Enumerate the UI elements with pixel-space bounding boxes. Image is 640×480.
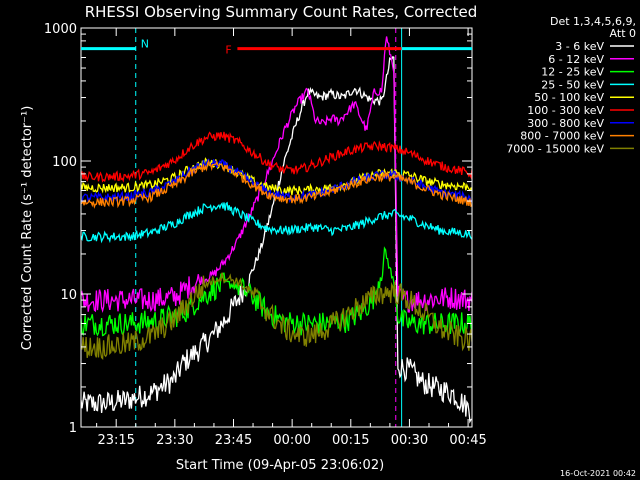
x-tick-label: 23:15 xyxy=(97,433,134,448)
x-tick-label: 23:45 xyxy=(215,433,252,448)
annotation-label: F xyxy=(225,44,231,57)
x-tick-label: 00:30 xyxy=(391,433,428,448)
series-line xyxy=(81,272,472,360)
x-tick-label: 00:45 xyxy=(449,433,486,448)
y-tick-label: 1 xyxy=(69,421,77,436)
y-tick-label: 1000 xyxy=(44,22,77,37)
footer-timestamp: 16-Oct-2021 00:42 xyxy=(560,469,636,478)
legend-label: 7000 - 15000 keV xyxy=(506,142,604,155)
legend-header: Det 1,3,4,5,6,9, xyxy=(550,15,636,28)
series-line xyxy=(81,159,472,209)
legend-label: 6 - 12 keV xyxy=(548,53,604,66)
y-tick-label: 100 xyxy=(52,155,77,170)
x-tick-label: 00:15 xyxy=(332,433,369,448)
series-line xyxy=(81,131,472,183)
legend-label: 300 - 800 keV xyxy=(527,117,604,130)
y-tick-label: 10 xyxy=(60,288,77,303)
x-tick-label: 00:00 xyxy=(273,433,310,448)
axes: 23:15 23:30 23:45 00:00 00:15 00:30 00:45 1 10 10… xyxy=(44,22,487,448)
x-tick-label: 23:30 xyxy=(156,433,193,448)
annotation-label: N xyxy=(141,38,149,51)
legend-label: 50 - 100 keV xyxy=(534,91,604,104)
series-line xyxy=(81,36,472,313)
plot-area xyxy=(81,28,472,427)
series-line xyxy=(81,157,472,197)
x-axis-label: Start Time (09-Apr-05 23:06:02) xyxy=(176,458,384,473)
chart-title: RHESSI Observing Summary Count Rates, Co… xyxy=(85,3,478,21)
y-axis-label: Corrected Count Rate (s⁻¹ detector⁻¹) xyxy=(20,106,35,351)
series-line xyxy=(81,201,472,244)
legend-label: 12 - 25 keV xyxy=(541,66,604,79)
plot-frame xyxy=(80,27,473,428)
series-line xyxy=(81,55,472,424)
legend-subheader: Att 0 xyxy=(610,27,636,40)
legend-label: 3 - 6 keV xyxy=(555,40,604,53)
legend-label: 100 - 300 keV xyxy=(527,104,604,117)
legend-label: 800 - 7000 keV xyxy=(520,130,604,143)
legend-label: 25 - 50 keV xyxy=(541,78,604,91)
